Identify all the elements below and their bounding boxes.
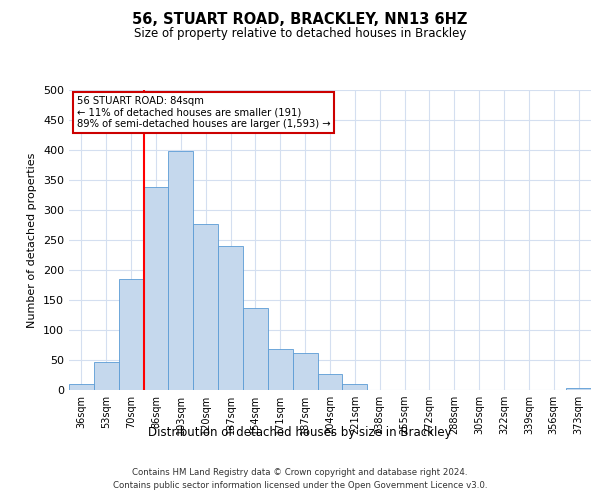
Bar	[566, 388, 591, 390]
Text: Contains HM Land Registry data © Crown copyright and database right 2024.: Contains HM Land Registry data © Crown c…	[132, 468, 468, 477]
Bar	[143, 187, 169, 390]
Bar	[119, 279, 143, 390]
Bar	[293, 353, 317, 390]
Bar	[193, 224, 218, 390]
Bar	[69, 384, 94, 390]
Text: Contains public sector information licensed under the Open Government Licence v3: Contains public sector information licen…	[113, 482, 487, 490]
Bar	[317, 374, 343, 390]
Bar	[243, 308, 268, 390]
Text: 56 STUART ROAD: 84sqm
← 11% of detached houses are smaller (191)
89% of semi-det: 56 STUART ROAD: 84sqm ← 11% of detached …	[77, 96, 331, 129]
Bar	[94, 362, 119, 390]
Bar	[343, 384, 367, 390]
Text: Size of property relative to detached houses in Brackley: Size of property relative to detached ho…	[134, 28, 466, 40]
Bar	[169, 151, 193, 390]
Y-axis label: Number of detached properties: Number of detached properties	[28, 152, 37, 328]
Text: Distribution of detached houses by size in Brackley: Distribution of detached houses by size …	[148, 426, 452, 439]
Bar	[268, 349, 293, 390]
Bar	[218, 246, 243, 390]
Text: 56, STUART ROAD, BRACKLEY, NN13 6HZ: 56, STUART ROAD, BRACKLEY, NN13 6HZ	[133, 12, 467, 28]
